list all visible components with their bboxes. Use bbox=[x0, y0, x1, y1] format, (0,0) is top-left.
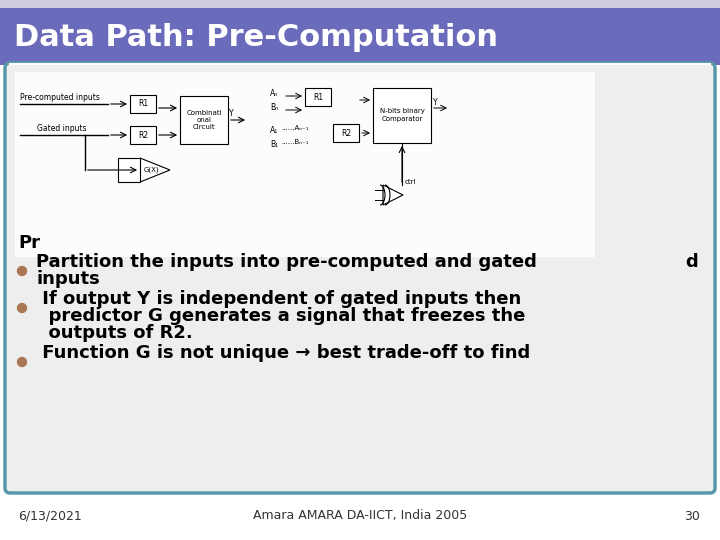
Text: G(X): G(X) bbox=[143, 167, 159, 173]
Circle shape bbox=[17, 267, 27, 275]
FancyBboxPatch shape bbox=[333, 124, 359, 142]
Text: R1: R1 bbox=[313, 92, 323, 102]
Text: Bₙ: Bₙ bbox=[270, 103, 278, 112]
Polygon shape bbox=[383, 185, 403, 205]
Text: Y: Y bbox=[433, 98, 438, 107]
Text: inputs: inputs bbox=[36, 270, 100, 288]
Text: Function G is not unique → best trade-off to find: Function G is not unique → best trade-of… bbox=[36, 344, 530, 362]
Text: Pre-computed inputs: Pre-computed inputs bbox=[20, 93, 100, 102]
Text: 6/13/2021: 6/13/2021 bbox=[18, 510, 82, 523]
Text: N-bits binary
Comparator: N-bits binary Comparator bbox=[379, 109, 424, 122]
FancyBboxPatch shape bbox=[0, 0, 720, 8]
Text: ......Bₙ₋₁: ......Bₙ₋₁ bbox=[281, 139, 308, 145]
Text: predictor G generates a signal that freezes the: predictor G generates a signal that free… bbox=[36, 307, 526, 325]
FancyBboxPatch shape bbox=[305, 88, 331, 106]
Text: R1: R1 bbox=[138, 99, 148, 109]
Polygon shape bbox=[140, 158, 170, 182]
Text: R2: R2 bbox=[138, 131, 148, 139]
Circle shape bbox=[17, 303, 27, 313]
Circle shape bbox=[17, 357, 27, 367]
Text: Pr: Pr bbox=[18, 234, 40, 252]
Text: Y: Y bbox=[229, 109, 233, 118]
Text: d: d bbox=[685, 253, 698, 271]
FancyBboxPatch shape bbox=[15, 72, 595, 257]
Text: Data Path: Pre-Computation: Data Path: Pre-Computation bbox=[14, 23, 498, 51]
Text: ......Aₙ₋₁: ......Aₙ₋₁ bbox=[281, 125, 308, 131]
Text: Gated inputs: Gated inputs bbox=[37, 124, 86, 133]
Text: A₁: A₁ bbox=[270, 126, 278, 135]
Text: R2: R2 bbox=[341, 129, 351, 138]
FancyBboxPatch shape bbox=[180, 96, 228, 144]
Text: ctrl: ctrl bbox=[405, 179, 416, 185]
Text: B₁: B₁ bbox=[270, 140, 278, 149]
Text: Aₙ: Aₙ bbox=[270, 89, 278, 98]
Text: 30: 30 bbox=[684, 510, 700, 523]
FancyBboxPatch shape bbox=[373, 88, 431, 143]
FancyBboxPatch shape bbox=[5, 63, 715, 493]
FancyBboxPatch shape bbox=[130, 126, 156, 144]
FancyBboxPatch shape bbox=[0, 8, 720, 65]
FancyBboxPatch shape bbox=[118, 158, 140, 182]
Text: If output Y is independent of gated inputs then: If output Y is independent of gated inpu… bbox=[36, 290, 521, 308]
FancyBboxPatch shape bbox=[130, 95, 156, 113]
Text: Combinati
onal
Circuit: Combinati onal Circuit bbox=[186, 110, 222, 130]
Text: outputs of R2.: outputs of R2. bbox=[36, 324, 193, 342]
Text: Partition the inputs into pre-computed and gated: Partition the inputs into pre-computed a… bbox=[36, 253, 537, 271]
Text: Amara AMARA DA-IICT, India 2005: Amara AMARA DA-IICT, India 2005 bbox=[253, 510, 467, 523]
